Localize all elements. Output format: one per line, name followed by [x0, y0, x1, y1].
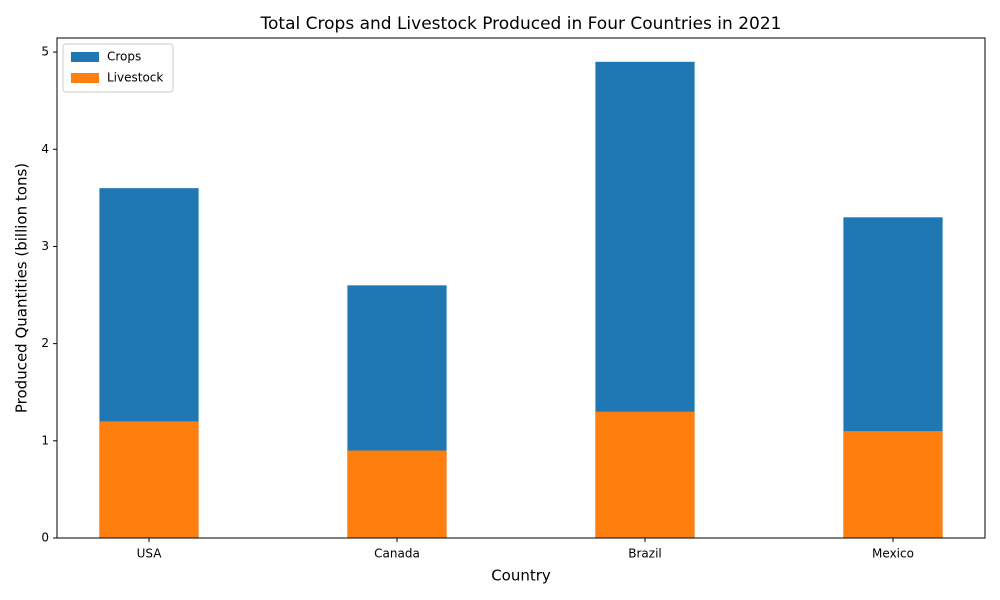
bar	[99, 421, 199, 538]
y-axis-label: Produced Quantities (billion tons)	[13, 163, 31, 413]
legend-label: Livestock	[107, 71, 163, 85]
x-axis-label: Country	[491, 567, 551, 585]
bar	[843, 431, 943, 538]
legend-swatch	[71, 73, 99, 83]
legend-label: Crops	[107, 50, 141, 64]
y-tick-label: 4	[41, 142, 49, 156]
x-tick-label: Canada	[374, 547, 420, 561]
y-tick-label: 3	[41, 239, 49, 253]
y-tick-label: 2	[41, 336, 49, 350]
x-tick-label: USA	[137, 547, 163, 561]
bar	[347, 450, 447, 538]
plot-frame	[56, 37, 986, 539]
y-tick-label: 1	[41, 433, 49, 447]
x-tick-label: Brazil	[628, 547, 662, 561]
bar	[595, 411, 695, 538]
y-tick-label: 5	[41, 45, 49, 59]
x-tick-label: Mexico	[872, 547, 914, 561]
y-tick-label: 0	[41, 531, 49, 545]
legend-swatch	[71, 52, 99, 62]
chart-title: Total Crops and Livestock Produced in Fo…	[260, 14, 782, 34]
